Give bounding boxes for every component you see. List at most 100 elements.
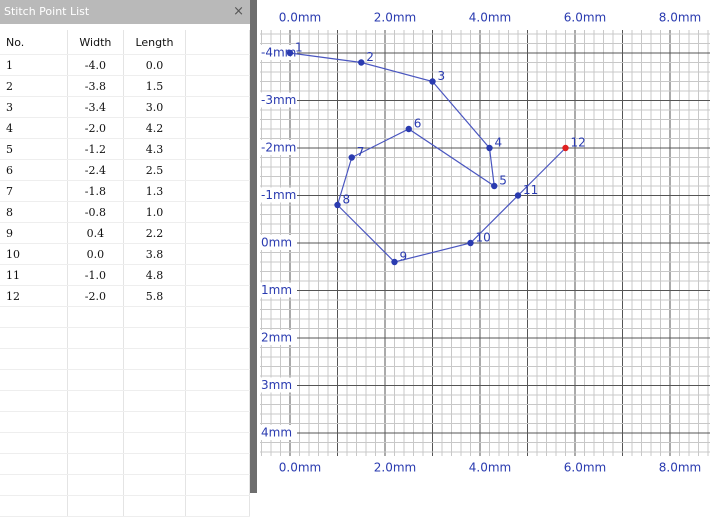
cell bbox=[67, 327, 124, 349]
cell: 5.8 bbox=[123, 285, 187, 307]
cell: 10 bbox=[0, 243, 69, 265]
cell bbox=[185, 390, 250, 412]
grid-canvas: 0.0mm 0.0mm 2.0mm 2.0mm 4.0mm 4.0mm 6.0mm 6.0mm… bbox=[257, 0, 710, 493]
spacer bbox=[185, 75, 250, 97]
empty-row bbox=[0, 348, 250, 370]
y-axis-label: -4mm bbox=[261, 46, 296, 60]
empty-row bbox=[0, 369, 250, 391]
cell bbox=[123, 390, 187, 412]
table-row: 7 -1.8 1.3 bbox=[0, 180, 250, 202]
cell: 6 bbox=[0, 159, 69, 181]
spacer bbox=[185, 54, 250, 76]
spacer bbox=[185, 30, 250, 55]
point-label: 2 bbox=[366, 50, 374, 64]
cell bbox=[0, 432, 69, 454]
y-axis-label: 0mm bbox=[261, 236, 292, 250]
table-row: 4 -2.0 4.2 bbox=[0, 117, 250, 139]
x-axis-label: 6.0mm bbox=[564, 11, 606, 25]
cell bbox=[67, 411, 124, 433]
cell bbox=[0, 411, 69, 433]
cell: 1.0 bbox=[123, 201, 187, 223]
y-axis-label: -2mm bbox=[261, 141, 296, 155]
cell bbox=[0, 495, 69, 517]
cell bbox=[67, 390, 124, 412]
close-button[interactable]: × bbox=[233, 4, 244, 19]
cell bbox=[185, 432, 250, 454]
cell bbox=[67, 474, 124, 496]
label-bg bbox=[561, 458, 609, 478]
cell: -2.0 bbox=[67, 285, 124, 307]
cell: 4.2 bbox=[123, 117, 187, 139]
cell: 4.3 bbox=[123, 138, 187, 160]
label-bg bbox=[259, 92, 297, 108]
cell bbox=[123, 369, 187, 391]
label-bg bbox=[259, 140, 297, 155]
cell: 3 bbox=[0, 96, 69, 118]
cell bbox=[123, 495, 187, 517]
spacer bbox=[185, 96, 250, 118]
cell bbox=[0, 369, 69, 391]
y-axis-label: -1mm bbox=[261, 188, 296, 202]
point-label: 10 bbox=[476, 231, 491, 245]
point-label: 11 bbox=[523, 183, 538, 197]
cell bbox=[123, 432, 187, 454]
stitch-point bbox=[391, 258, 398, 266]
cell bbox=[67, 453, 124, 475]
x-axis-label: 0.0mm bbox=[279, 11, 321, 25]
cell bbox=[67, 495, 124, 517]
label-bg bbox=[656, 8, 704, 28]
splitter[interactable] bbox=[250, 0, 257, 493]
spacer bbox=[185, 285, 250, 307]
stitch-point bbox=[562, 144, 569, 152]
cell: 0.0 bbox=[123, 54, 187, 76]
point-label: 6 bbox=[414, 117, 422, 131]
spacer bbox=[185, 264, 250, 286]
point-label: 12 bbox=[571, 136, 586, 150]
y-axis-label: 1mm bbox=[261, 283, 292, 297]
label-bg bbox=[561, 8, 609, 28]
point-label: 1 bbox=[295, 41, 303, 55]
cell bbox=[123, 411, 187, 433]
table-row: 3 -3.4 3.0 bbox=[0, 96, 250, 118]
x-axis-label: 8.0mm bbox=[659, 11, 701, 25]
label-bg bbox=[276, 458, 324, 478]
cell: 0.0 bbox=[67, 243, 124, 265]
cell: 3.8 bbox=[123, 243, 187, 265]
cell: -1.8 bbox=[67, 180, 124, 202]
point-label: 9 bbox=[400, 250, 408, 264]
x-axis-label: 8.0mm bbox=[659, 461, 701, 475]
cell: 7 bbox=[0, 180, 69, 202]
stitch-point bbox=[358, 59, 365, 66]
empty-row bbox=[0, 495, 250, 517]
canvas-bg bbox=[257, 0, 710, 493]
cell: -2.0 bbox=[67, 117, 124, 139]
x-axis-label: 0.0mm bbox=[279, 461, 321, 475]
cell: -0.8 bbox=[67, 201, 124, 223]
label-bg bbox=[466, 458, 514, 478]
spacer bbox=[185, 222, 250, 244]
table-row: 5 -1.2 4.3 bbox=[0, 138, 250, 160]
stitch-point bbox=[467, 239, 474, 247]
label-bg bbox=[259, 425, 297, 440]
cell: 2 bbox=[0, 75, 69, 97]
spacer bbox=[185, 243, 250, 265]
spacer bbox=[185, 159, 250, 181]
cell bbox=[0, 306, 69, 328]
empty-row bbox=[0, 390, 250, 412]
cell: 4.8 bbox=[123, 264, 187, 286]
panel-title-bar: Stitch Point List × bbox=[0, 0, 250, 24]
point-label: 8 bbox=[343, 193, 351, 207]
x-axis-label: 6.0mm bbox=[564, 461, 606, 475]
y-axis-label: -3mm bbox=[261, 93, 296, 107]
cell bbox=[123, 327, 187, 349]
cell bbox=[0, 348, 69, 370]
cell: 5 bbox=[0, 138, 69, 160]
stitch-point-panel: Stitch Point List × No. Width Length 1 -4.0 0.… bbox=[0, 0, 250, 517]
spacer bbox=[185, 138, 250, 160]
cell: -3.8 bbox=[67, 75, 124, 97]
cell: 2.5 bbox=[123, 159, 187, 181]
cell bbox=[185, 327, 250, 349]
y-axis-label: 4mm bbox=[261, 426, 292, 440]
cell: 1.5 bbox=[123, 75, 187, 97]
